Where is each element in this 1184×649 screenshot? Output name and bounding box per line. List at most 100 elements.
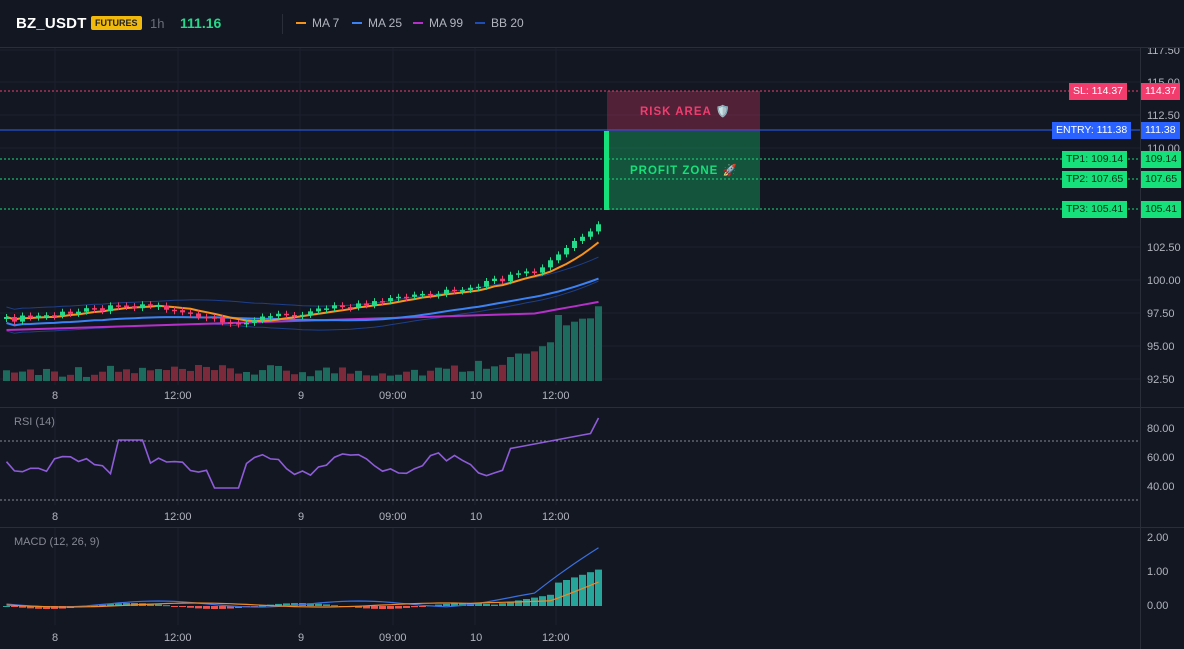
tp3-tag[interactable]: TP3: 105.41 — [1062, 201, 1128, 218]
legend-ma25-label: MA 25 — [368, 16, 403, 30]
volume-bar — [515, 353, 522, 381]
macd-hist-bar — [211, 606, 218, 609]
symbol-title[interactable]: BZ_USDT — [16, 15, 87, 32]
macd-hist-bar — [403, 606, 410, 608]
macd-pane[interactable] — [3, 547, 602, 609]
macd-hist-bar — [147, 603, 154, 606]
macd-hist-bar — [187, 606, 194, 608]
macd-hist-bar — [283, 603, 290, 606]
volume-bar — [19, 371, 26, 381]
interval-selector[interactable]: 1h — [150, 16, 165, 31]
candle-body — [220, 317, 225, 323]
profit-zone-label: PROFIT ZONE 🚀 — [630, 165, 738, 177]
macd-hist-bar — [411, 606, 418, 608]
volume-bar — [219, 365, 226, 381]
rsi-pane[interactable] — [0, 417, 1140, 501]
price-tick: 117.50 — [1147, 48, 1180, 57]
volume-bar — [563, 325, 570, 381]
legend-bb20[interactable]: BB 20 — [475, 16, 524, 30]
volume-bar — [195, 365, 202, 381]
macd-hist-bar — [291, 603, 298, 606]
candle-body — [156, 305, 161, 308]
volume-bar — [179, 368, 186, 381]
macd-hist-bar — [555, 582, 562, 606]
rsi-tick: 40.00 — [1147, 481, 1175, 493]
candle-body — [412, 294, 417, 297]
macd-hist-bar — [315, 603, 322, 606]
tp1-tag[interactable]: TP1: 109.14 — [1062, 151, 1128, 168]
volume-bar — [51, 371, 58, 381]
candle-body — [244, 322, 249, 325]
macd-hist-bar — [355, 606, 362, 608]
tp2-axis-tag: 107.65 — [1141, 171, 1182, 188]
macd-line — [6, 547, 599, 608]
macd-hist-bar — [419, 606, 426, 607]
candle-body — [268, 316, 273, 318]
volume-bar — [91, 374, 98, 381]
candlesticks[interactable] — [4, 221, 601, 328]
macd-hist-bar — [579, 574, 586, 606]
macd-tick: 0.00 — [1147, 600, 1168, 612]
macd-hist-bar — [563, 580, 570, 606]
legend-ma25[interactable]: MA 25 — [352, 16, 402, 30]
futures-badge: FUTURES — [91, 16, 142, 30]
legend-ma7[interactable]: MA 7 — [296, 16, 339, 30]
candle-body — [500, 278, 505, 282]
volume-bar — [43, 368, 50, 381]
rsi-time-tick: 9 — [298, 511, 304, 523]
volume-bar — [131, 373, 138, 381]
volume-bar — [451, 365, 458, 381]
candle-body — [148, 304, 153, 306]
sl-tag[interactable]: SL: 114.37 — [1069, 83, 1128, 100]
volume-bar — [547, 342, 554, 381]
candle-body — [404, 296, 409, 299]
volume-bar — [467, 371, 474, 381]
macd-hist-bar — [275, 603, 282, 606]
macd-time-tick: 12:00 — [542, 632, 570, 644]
entry-tag[interactable]: ENTRY: 111.38 — [1052, 122, 1132, 139]
candle-body — [484, 281, 489, 287]
price-tick: 112.50 — [1147, 110, 1180, 122]
macd-hist-bar — [483, 603, 490, 606]
volume-bar — [27, 369, 34, 381]
macd-hist-bar — [227, 606, 234, 609]
legend-ma99[interactable]: MA 99 — [413, 16, 463, 30]
candle-body — [4, 317, 9, 319]
legend-ma7-label: MA 7 — [312, 16, 340, 30]
macd-hist-bar — [99, 604, 106, 606]
candle-body — [28, 315, 33, 318]
price-pane[interactable] — [0, 90, 1140, 381]
macd-tick: 2.00 — [1147, 532, 1168, 544]
macd-hist-bar — [323, 604, 330, 606]
candle-body — [524, 271, 529, 274]
macd-hist-bar — [475, 603, 482, 606]
macd-hist-bar — [307, 603, 314, 606]
volume-bars — [3, 306, 602, 381]
price-tick: 102.50 — [1147, 242, 1181, 254]
candle-body — [436, 294, 441, 296]
volume-bar — [443, 368, 450, 381]
macd-hist-bar — [387, 606, 394, 609]
macd-signal-line — [6, 581, 599, 608]
candle-body — [540, 267, 545, 273]
tp2-tag[interactable]: TP2: 107.65 — [1062, 171, 1128, 188]
rsi-time-tick: 10 — [470, 511, 482, 523]
volume-bar — [387, 375, 394, 381]
volume-bar — [107, 365, 114, 381]
chart-canvas[interactable]: 117.50 115.00 112.50 110.00 102.50 100.0… — [0, 48, 1184, 649]
ma99-line — [6, 300, 599, 331]
bb-lower-line — [6, 280, 599, 334]
candle-body — [100, 308, 105, 312]
volume-bar — [347, 373, 354, 381]
candle-body — [548, 260, 553, 268]
ma7-swatch-icon — [296, 22, 306, 24]
volume-bar — [75, 367, 82, 381]
candle-body — [124, 305, 129, 308]
macd-hist-bar — [523, 599, 530, 606]
candle-body — [212, 317, 217, 319]
macd-hist-bar — [259, 605, 266, 607]
candle-body — [44, 315, 49, 317]
tp3-axis-tag: 105.41 — [1141, 201, 1182, 218]
legend-bb20-label: BB 20 — [491, 16, 524, 30]
time-tick: 09:00 — [379, 390, 407, 402]
